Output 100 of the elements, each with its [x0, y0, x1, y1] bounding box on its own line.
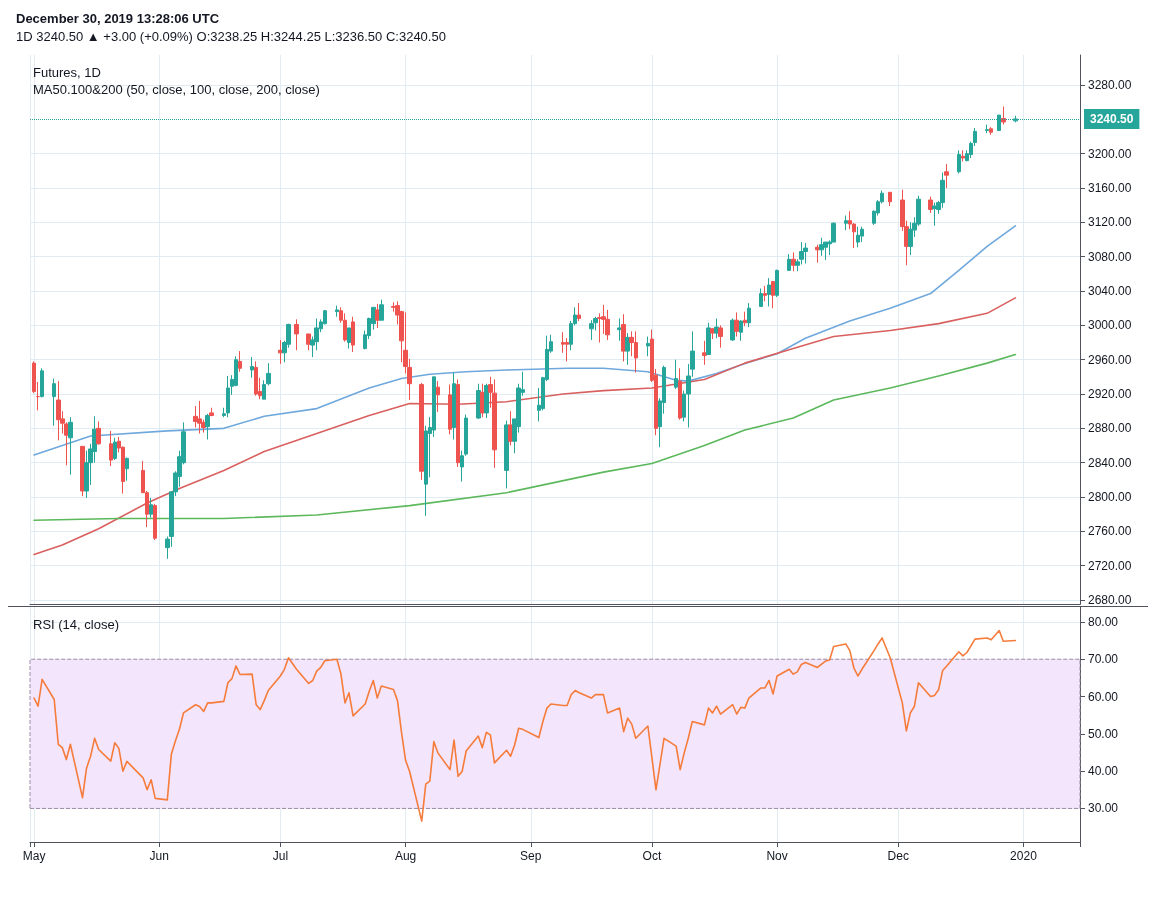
candlestick	[335, 305, 339, 318]
y-tick-label: 3120.00	[1088, 215, 1132, 230]
candlestick	[209, 407, 214, 417]
candlestick	[678, 367, 682, 421]
text: RSI (14, close)	[33, 617, 119, 632]
candlestick	[605, 309, 610, 341]
y-tick-label: 2880.00	[1088, 421, 1132, 436]
candlestick	[957, 149, 961, 174]
y-tick-label: 30.00	[1088, 801, 1119, 816]
candlestick	[419, 382, 424, 481]
text: December 30, 2019 13:28:06 UTC	[16, 11, 220, 26]
y-tick-label: 2960.00	[1088, 352, 1132, 367]
candlestick	[448, 384, 452, 435]
candlestick	[294, 318, 299, 351]
y-tick-label: 2840.00	[1088, 455, 1132, 470]
candlestick	[856, 226, 860, 248]
candlestick	[743, 311, 747, 327]
candlestick	[815, 244, 820, 264]
y-tick-label: 2720.00	[1088, 558, 1132, 573]
candlestick	[96, 420, 101, 446]
candlestick	[763, 285, 767, 302]
y-tick-label: 70.00	[1088, 652, 1119, 667]
candlestick	[113, 437, 117, 461]
y-tick-label: 2680.00	[1088, 593, 1132, 607]
candlestick	[791, 251, 796, 272]
candlestick	[961, 149, 965, 162]
candlestick	[734, 311, 739, 338]
x-tick-label: Jun	[149, 849, 169, 863]
candlestick	[706, 322, 711, 356]
candlestick	[844, 215, 848, 231]
candlestick	[226, 375, 230, 418]
candlestick	[718, 324, 723, 349]
candlestick	[819, 237, 824, 257]
candlestick	[730, 317, 735, 342]
candlestick	[153, 503, 157, 541]
candlestick	[989, 126, 993, 136]
y-tick-label: 80.00	[1088, 614, 1119, 629]
y-tick-label: 2800.00	[1088, 490, 1132, 505]
candlestick	[40, 367, 44, 398]
candlestick	[787, 253, 791, 271]
y-tick-label: 60.00	[1088, 689, 1119, 704]
text: MA50.100&200 (50, close, 100, close, 200, close)	[33, 82, 320, 97]
candlestick	[504, 420, 509, 489]
candlestick	[928, 196, 933, 214]
candlestick	[589, 319, 594, 341]
candlestick	[149, 497, 153, 519]
y-tick-label: 40.00	[1088, 764, 1119, 779]
candlestick	[262, 379, 266, 400]
candlestick	[646, 336, 650, 357]
candlestick	[278, 339, 283, 365]
y-tick-label: 3040.00	[1088, 284, 1132, 299]
candlestick	[775, 269, 779, 298]
candlestick	[621, 313, 626, 362]
candlestick	[306, 333, 311, 351]
candlestick	[68, 416, 73, 476]
candlestick	[944, 163, 949, 189]
y-tick-label: 2760.00	[1088, 524, 1132, 539]
candlestick	[347, 327, 351, 350]
candlestick	[759, 287, 763, 307]
candlestick	[1001, 106, 1006, 126]
candlestick	[197, 400, 202, 434]
line-series	[33, 297, 1017, 556]
line-series	[33, 225, 1017, 456]
candlestick	[674, 359, 678, 390]
candlestick	[456, 378, 460, 468]
candlestick	[625, 332, 630, 366]
candlestick	[205, 413, 210, 440]
candlestick	[771, 281, 775, 309]
candlestick	[508, 410, 513, 447]
candlestick	[860, 226, 864, 243]
y-tick-label: 3200.00	[1088, 146, 1132, 161]
candlestick	[617, 317, 622, 342]
candlestick	[767, 277, 771, 307]
candlestick	[888, 191, 892, 207]
y-tick-label: 2920.00	[1088, 387, 1132, 402]
candlestick	[823, 241, 828, 261]
candlestick	[109, 430, 113, 467]
candlestick	[379, 299, 384, 321]
line-series	[33, 353, 1017, 521]
y-tick-label: 3160.00	[1088, 181, 1132, 196]
x-tick-label: May	[22, 849, 46, 863]
candlestick	[739, 319, 743, 342]
text: Futures, 1D	[33, 65, 101, 80]
candlestick	[577, 302, 581, 322]
y-tick-label: 3280.00	[1088, 78, 1132, 93]
candlestick	[484, 383, 489, 419]
y-tick-label: 3000.00	[1088, 318, 1132, 333]
candlestick	[254, 360, 258, 397]
candlestick	[492, 378, 497, 469]
candlestick	[702, 340, 707, 366]
candlestick	[710, 327, 715, 340]
candlestick	[452, 372, 456, 440]
x-tick-label: Dec	[887, 849, 909, 863]
candlestick	[932, 202, 937, 227]
x-tick-label: Aug	[394, 849, 417, 863]
x-tick-label: Jul	[272, 849, 289, 863]
candlestick	[266, 362, 271, 386]
text: 1D 3240.50 ▲ +3.00 (+0.09%) O:3238.25 H:3244.25 L:3236.50 C:3240.50	[16, 29, 446, 44]
y-tick-label: 50.00	[1088, 726, 1119, 741]
x-tick-label: 2020	[1010, 849, 1038, 863]
